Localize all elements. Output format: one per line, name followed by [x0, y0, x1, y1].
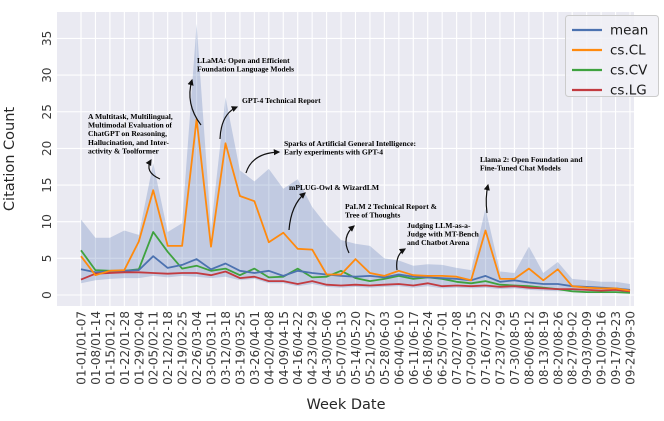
legend-box: [565, 15, 659, 97]
annotations-layer: A Multitask, Multilingual, Multimodal Eva…: [88, 56, 583, 271]
x-tick-label: 08-13/08-19: [537, 311, 551, 385]
annotation: mPLUG-Owl & WizardLM: [288, 183, 379, 231]
x-tick-label: 07-30/08-05: [508, 311, 522, 385]
annotation: Llama 2: Open Foundation and Fine-Tuned C…: [480, 155, 583, 214]
plot-area: [57, 12, 634, 306]
x-tick-label: 06-04/06-10: [392, 311, 406, 385]
x-tick-label: 07-23/07-29: [493, 311, 507, 385]
x-tick-label: 06-25/07-01: [436, 311, 450, 385]
annotation: Judging LLM-as-a-Judge with MT-Bench and …: [396, 221, 480, 271]
x-tick-label: 01-08/01-14: [89, 311, 103, 385]
y-tick-label: 30: [40, 67, 54, 82]
x-tick-label: 02-05/02-11: [147, 311, 161, 385]
annotation: A Multitask, Multilingual, Multimodal Eva…: [88, 112, 173, 180]
series-line-cs.LG: [80, 270, 631, 293]
x-tick-label: 04-30/05-06: [320, 311, 334, 385]
x-tick-label: 05-21/05-27: [363, 311, 377, 385]
x-tick-label: 08-27/09-02: [566, 311, 580, 385]
legend-label: mean: [610, 23, 648, 39]
annotation-arrow: [396, 248, 407, 271]
x-tick-label: 06-11/06-17: [407, 311, 421, 385]
x-tick-label: 03-05/03-11: [205, 311, 219, 385]
citation-range-band: [81, 23, 630, 294]
y-tick-label: 35: [40, 31, 54, 46]
annotation-text: LLaMA: Open and Efficient Foundation Lang…: [197, 56, 294, 74]
x-tick-label: 04-09/04-15: [277, 311, 291, 385]
x-tick-label: 09-10/09-16: [595, 311, 609, 385]
y-tick-label: 0: [40, 291, 54, 299]
annotation-arrow: [145, 158, 161, 180]
annotation: GPT-4 Technical Report: [219, 96, 321, 140]
legend-label: cs.CL: [610, 43, 646, 59]
x-tick-label: 07-02/07-08: [450, 311, 464, 385]
legend-item-mean: mean: [572, 23, 648, 39]
legend-label: cs.LG: [610, 83, 647, 99]
annotation-arrow: [345, 225, 355, 254]
y-tick-label: 15: [40, 177, 54, 192]
gridlines: [57, 12, 634, 306]
legend-item-cs.CV: cs.CV: [572, 63, 648, 79]
annotation-text: mPLUG-Owl & WizardLM: [289, 183, 379, 192]
annotation-text: A Multitask, Multilingual, Multimodal Eva…: [88, 112, 173, 155]
x-axis-label: Week Date: [307, 397, 386, 413]
legend-item-cs.LG: cs.LG: [572, 83, 647, 99]
y-tick-label: 5: [40, 255, 54, 263]
x-tick-label: 04-23/04-29: [306, 311, 320, 385]
y-tick-label: 10: [40, 214, 54, 229]
x-tick-label: 03-19/03-25: [233, 311, 247, 385]
y-tick-label: 20: [40, 141, 54, 156]
y-axis-label: Citation Count: [2, 107, 18, 211]
annotation-arrow: [245, 149, 281, 174]
x-tick-label: 05-14/05-20: [349, 311, 363, 385]
legend: mean cs.CL cs.CV cs.LG: [565, 15, 659, 99]
series-line-cs.CV: [80, 231, 631, 294]
series-line-cs.CL: [80, 118, 631, 292]
y-tick-label: 25: [40, 104, 54, 119]
annotation-text: Sparks of Artificial General Intelligenc…: [284, 139, 416, 157]
x-tick-labels: 01-01/01-07 01-08/01-14 01-15/01-21 01-22/0…: [75, 311, 638, 385]
x-tick-label: 04-16/04-22: [291, 311, 305, 385]
x-tick-label: 01-15/01-21: [103, 311, 117, 385]
x-tick-label: 05-28/06-03: [378, 311, 392, 385]
annotation-arrow: [483, 183, 490, 214]
annotation-text: Llama 2: Open Foundation and Fine-Tuned C…: [480, 155, 583, 173]
x-tick-label: 07-16/07-22: [479, 311, 493, 385]
legend-label: cs.CV: [610, 63, 648, 79]
annotation-arrow: [288, 192, 306, 231]
annotation-arrow: [187, 78, 202, 126]
annotation: Sparks of Artificial General Intelligenc…: [245, 139, 416, 174]
legend-item-cs.CL: cs.CL: [572, 43, 646, 59]
y-tick-labels: 0 5 10 15 20 25 30 35: [40, 31, 54, 299]
x-tick-label: 04-02/04-08: [262, 311, 276, 385]
annotation-text: PaLM 2 Technical Report & Tree of Thought…: [345, 202, 437, 220]
x-tick-label: 09-03/09-09: [580, 311, 594, 385]
x-tick-label: 03-26/04-01: [248, 311, 262, 385]
x-tick-label: 08-06/08-12: [522, 311, 536, 385]
x-tick-label: 02-19/02-25: [176, 311, 190, 385]
annotation: LLaMA: Open and Efficient Foundation Lang…: [187, 56, 294, 126]
x-tick-label: 06-18/06-24: [421, 311, 435, 385]
x-tick-label: 05-07/05-13: [335, 311, 349, 385]
x-tick-label: 09-17/09-23: [609, 311, 623, 385]
x-tick-label: 02-26/03-04: [190, 311, 204, 385]
annotation-arrow: [219, 106, 239, 140]
series-line-mean: [80, 255, 631, 291]
annotation-text: GPT-4 Technical Report: [242, 96, 321, 105]
x-tick-label: 01-01/01-07: [75, 311, 89, 385]
x-tick-label: 01-22/01-28: [118, 311, 132, 385]
annotation: PaLM 2 Technical Report & Tree of Thought…: [345, 202, 437, 254]
x-tick-label: 07-09/07-15: [465, 311, 479, 385]
x-tick-label: 03-12/03-18: [219, 311, 233, 385]
x-tick-label: 01-29/02-04: [132, 311, 146, 385]
x-tick-label: 02-12/02-18: [161, 311, 175, 385]
x-tick-label: 08-20/08-26: [551, 311, 565, 385]
x-tick-label: 09-24/09-30: [623, 311, 637, 385]
annotation-text: Judging LLM-as-a-Judge with MT-Bench and …: [407, 221, 480, 247]
